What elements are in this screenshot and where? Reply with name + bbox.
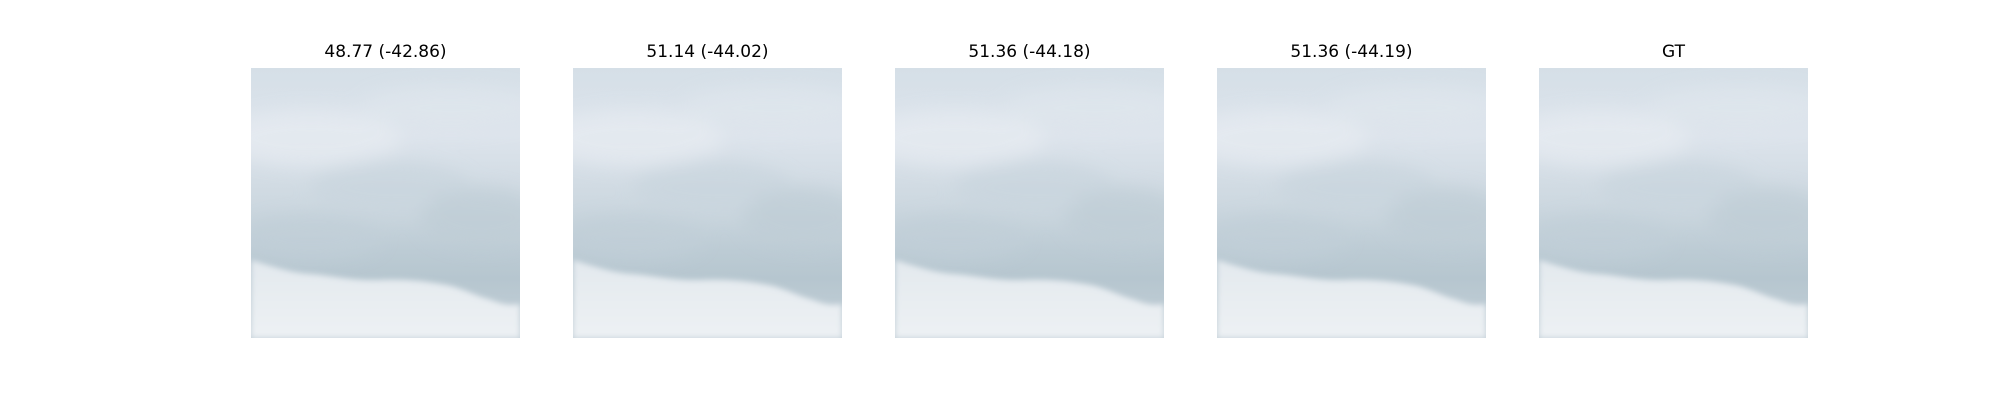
panel-title: 48.77 (-42.86) <box>324 42 447 62</box>
cloud-svg <box>1217 68 1486 338</box>
panel-title: 51.36 (-44.18) <box>968 42 1091 62</box>
cloud-svg <box>1539 68 1808 338</box>
cloud-svg <box>573 68 842 338</box>
cloud-image <box>1539 68 1808 338</box>
cloud-image <box>895 68 1164 338</box>
panel-title: 51.36 (-44.19) <box>1290 42 1413 62</box>
cloud-image <box>1217 68 1486 338</box>
cloud-image <box>573 68 842 338</box>
panel-title: GT <box>1662 42 1685 62</box>
cloud-svg <box>251 68 520 338</box>
cloud-svg <box>895 68 1164 338</box>
panel-title: 51.14 (-44.02) <box>646 42 769 62</box>
cloud-image <box>251 68 520 338</box>
